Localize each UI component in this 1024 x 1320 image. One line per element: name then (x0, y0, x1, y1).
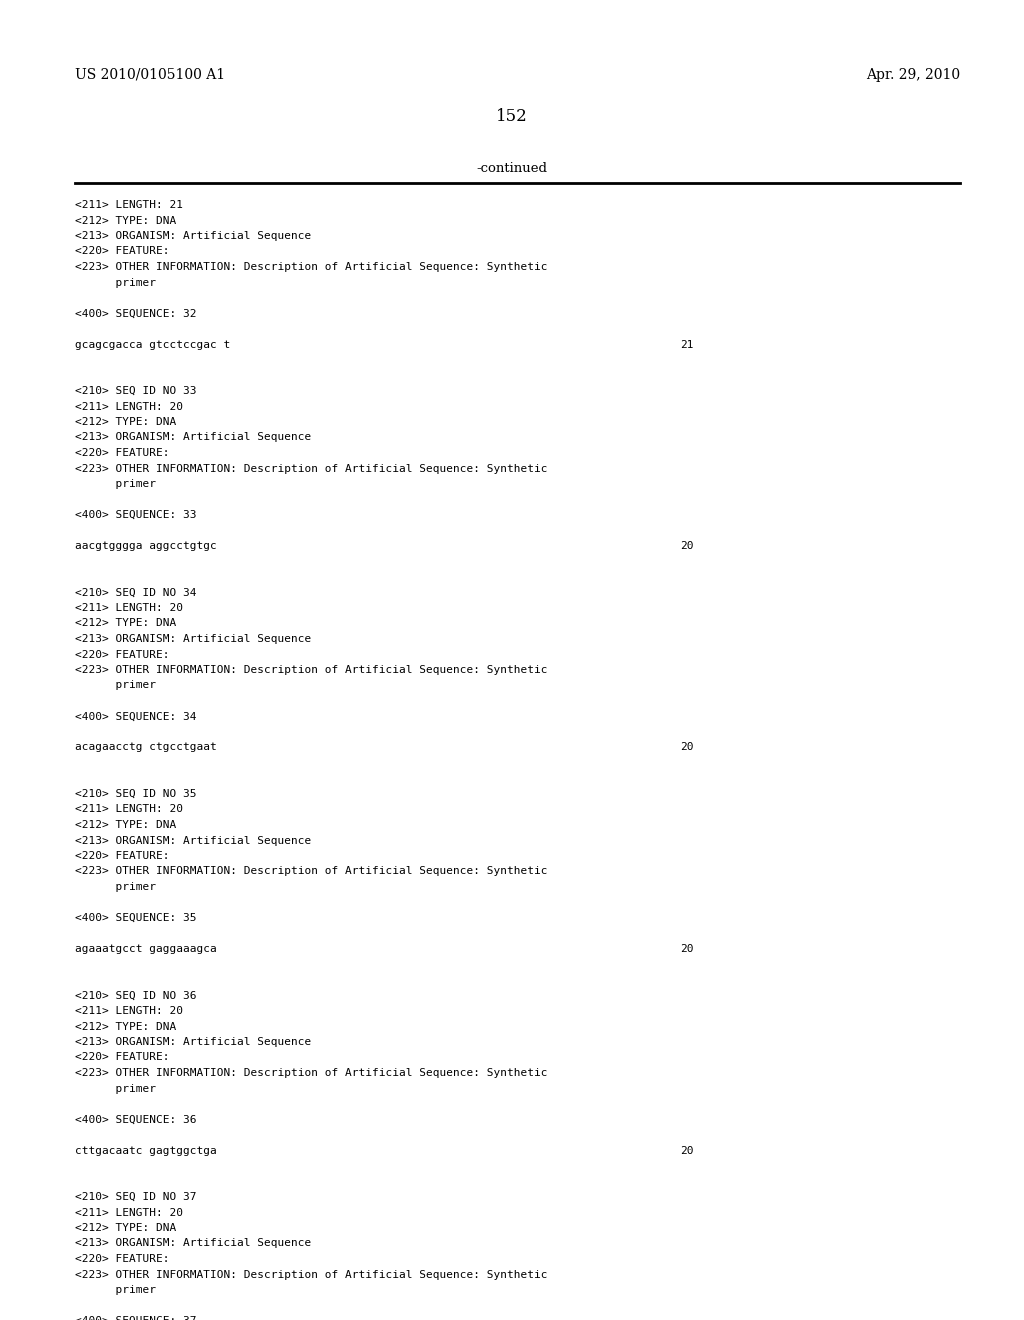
Text: primer: primer (75, 277, 156, 288)
Text: gcagcgacca gtcctccgac t: gcagcgacca gtcctccgac t (75, 339, 230, 350)
Text: 20: 20 (680, 1146, 693, 1155)
Text: 20: 20 (680, 944, 693, 954)
Text: <211> LENGTH: 21: <211> LENGTH: 21 (75, 201, 183, 210)
Text: <220> FEATURE:: <220> FEATURE: (75, 447, 170, 458)
Text: <210> SEQ ID NO 36: <210> SEQ ID NO 36 (75, 990, 197, 1001)
Text: <400> SEQUENCE: 37: <400> SEQUENCE: 37 (75, 1316, 197, 1320)
Text: aacgtgggga aggcctgtgc: aacgtgggga aggcctgtgc (75, 541, 217, 550)
Text: primer: primer (75, 1284, 156, 1295)
Text: <220> FEATURE:: <220> FEATURE: (75, 247, 170, 256)
Text: <211> LENGTH: 20: <211> LENGTH: 20 (75, 804, 183, 814)
Text: <213> ORGANISM: Artificial Sequence: <213> ORGANISM: Artificial Sequence (75, 1238, 311, 1249)
Text: <212> TYPE: DNA: <212> TYPE: DNA (75, 1224, 176, 1233)
Text: <220> FEATURE:: <220> FEATURE: (75, 1052, 170, 1063)
Text: <400> SEQUENCE: 33: <400> SEQUENCE: 33 (75, 510, 197, 520)
Text: primer: primer (75, 882, 156, 892)
Text: <210> SEQ ID NO 35: <210> SEQ ID NO 35 (75, 789, 197, 799)
Text: primer: primer (75, 479, 156, 488)
Text: <212> TYPE: DNA: <212> TYPE: DNA (75, 1022, 176, 1031)
Text: <213> ORGANISM: Artificial Sequence: <213> ORGANISM: Artificial Sequence (75, 231, 311, 242)
Text: 152: 152 (496, 108, 528, 125)
Text: <400> SEQUENCE: 36: <400> SEQUENCE: 36 (75, 1114, 197, 1125)
Text: <210> SEQ ID NO 33: <210> SEQ ID NO 33 (75, 385, 197, 396)
Text: Apr. 29, 2010: Apr. 29, 2010 (866, 69, 961, 82)
Text: <212> TYPE: DNA: <212> TYPE: DNA (75, 215, 176, 226)
Text: -continued: -continued (476, 162, 548, 176)
Text: <213> ORGANISM: Artificial Sequence: <213> ORGANISM: Artificial Sequence (75, 433, 311, 442)
Text: US 2010/0105100 A1: US 2010/0105100 A1 (75, 69, 225, 82)
Text: <223> OTHER INFORMATION: Description of Artificial Sequence: Synthetic: <223> OTHER INFORMATION: Description of … (75, 1270, 548, 1279)
Text: <223> OTHER INFORMATION: Description of Artificial Sequence: Synthetic: <223> OTHER INFORMATION: Description of … (75, 866, 548, 876)
Text: <400> SEQUENCE: 32: <400> SEQUENCE: 32 (75, 309, 197, 318)
Text: 21: 21 (680, 339, 693, 350)
Text: <210> SEQ ID NO 37: <210> SEQ ID NO 37 (75, 1192, 197, 1203)
Text: <213> ORGANISM: Artificial Sequence: <213> ORGANISM: Artificial Sequence (75, 634, 311, 644)
Text: <210> SEQ ID NO 34: <210> SEQ ID NO 34 (75, 587, 197, 598)
Text: agaaatgcct gaggaaagca: agaaatgcct gaggaaagca (75, 944, 217, 954)
Text: <211> LENGTH: 20: <211> LENGTH: 20 (75, 1208, 183, 1217)
Text: <212> TYPE: DNA: <212> TYPE: DNA (75, 820, 176, 830)
Text: <223> OTHER INFORMATION: Description of Artificial Sequence: Synthetic: <223> OTHER INFORMATION: Description of … (75, 463, 548, 474)
Text: <213> ORGANISM: Artificial Sequence: <213> ORGANISM: Artificial Sequence (75, 1038, 311, 1047)
Text: <211> LENGTH: 20: <211> LENGTH: 20 (75, 1006, 183, 1016)
Text: <400> SEQUENCE: 35: <400> SEQUENCE: 35 (75, 913, 197, 923)
Text: acagaacctg ctgcctgaat: acagaacctg ctgcctgaat (75, 742, 217, 752)
Text: <211> LENGTH: 20: <211> LENGTH: 20 (75, 401, 183, 412)
Text: <220> FEATURE:: <220> FEATURE: (75, 851, 170, 861)
Text: <220> FEATURE:: <220> FEATURE: (75, 1254, 170, 1265)
Text: 20: 20 (680, 541, 693, 550)
Text: <223> OTHER INFORMATION: Description of Artificial Sequence: Synthetic: <223> OTHER INFORMATION: Description of … (75, 261, 548, 272)
Text: <400> SEQUENCE: 34: <400> SEQUENCE: 34 (75, 711, 197, 722)
Text: <213> ORGANISM: Artificial Sequence: <213> ORGANISM: Artificial Sequence (75, 836, 311, 846)
Text: <223> OTHER INFORMATION: Description of Artificial Sequence: Synthetic: <223> OTHER INFORMATION: Description of … (75, 665, 548, 675)
Text: <223> OTHER INFORMATION: Description of Artificial Sequence: Synthetic: <223> OTHER INFORMATION: Description of … (75, 1068, 548, 1078)
Text: primer: primer (75, 1084, 156, 1093)
Text: cttgacaatc gagtggctga: cttgacaatc gagtggctga (75, 1146, 217, 1155)
Text: <212> TYPE: DNA: <212> TYPE: DNA (75, 417, 176, 426)
Text: primer: primer (75, 681, 156, 690)
Text: <220> FEATURE:: <220> FEATURE: (75, 649, 170, 660)
Text: <211> LENGTH: 20: <211> LENGTH: 20 (75, 603, 183, 612)
Text: 20: 20 (680, 742, 693, 752)
Text: <212> TYPE: DNA: <212> TYPE: DNA (75, 619, 176, 628)
